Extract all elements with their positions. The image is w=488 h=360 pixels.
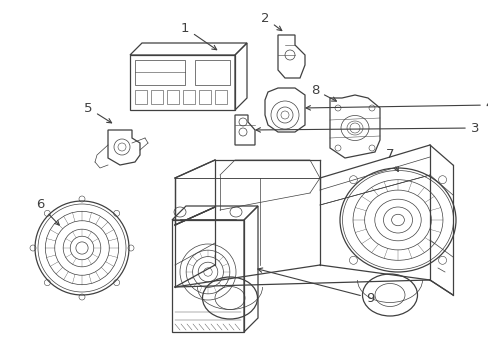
Text: 7: 7	[385, 148, 397, 171]
Text: 1: 1	[181, 22, 216, 50]
Text: 2: 2	[260, 12, 281, 31]
Text: 4: 4	[305, 99, 488, 112]
Text: 8: 8	[310, 84, 336, 101]
Text: 6: 6	[36, 198, 59, 225]
Text: 9: 9	[257, 268, 373, 305]
Text: 5: 5	[83, 102, 111, 123]
Text: 3: 3	[256, 122, 478, 135]
